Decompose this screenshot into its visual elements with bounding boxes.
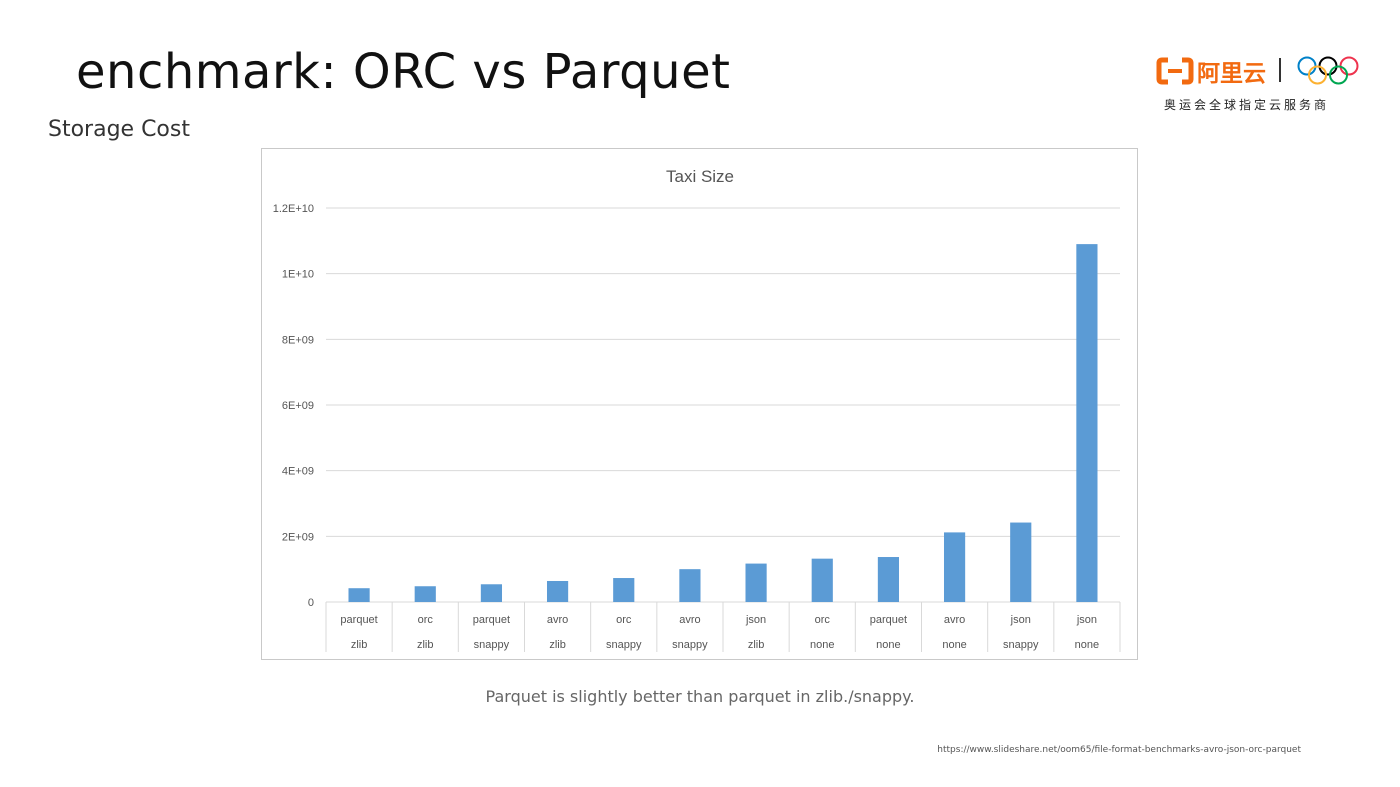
taxi-size-bar-chart: Taxi Size 0 2E+09 4E+09 6E+09 8E+09 1E+10 1.2E… xyxy=(273,167,1121,652)
bar xyxy=(811,558,833,602)
x-tick-label-compression: zlib xyxy=(351,639,368,651)
logo-tagline: 奥运会全球指定云服务商 xyxy=(1164,98,1330,112)
x-tick-label-format: parquet xyxy=(340,614,377,626)
bar xyxy=(679,569,701,602)
slide-caption: Parquet is slightly better than parquet … xyxy=(485,687,915,706)
olympic-rings-icon xyxy=(1297,56,1359,85)
x-tick-label-compression: none xyxy=(810,639,834,651)
x-tick-label-compression: snappy xyxy=(672,639,708,651)
bar xyxy=(1076,244,1098,602)
slide-title: enchmark: ORC vs Parquet xyxy=(76,44,731,100)
chart-container: Taxi Size 0 2E+09 4E+09 6E+09 8E+09 1E+10 1.2E… xyxy=(261,148,1138,660)
aliyun-mark-icon xyxy=(1156,57,1194,85)
bar xyxy=(943,532,966,602)
aliyun-brand-text: 阿里云 xyxy=(1197,61,1266,87)
x-tick-label-format: avro xyxy=(547,614,568,626)
x-tick-label-format: json xyxy=(1076,614,1097,626)
x-tick-label-format: orc xyxy=(616,614,632,626)
bar xyxy=(877,557,900,602)
bar xyxy=(348,588,370,602)
x-tick-label-compression: zlib xyxy=(417,639,434,651)
x-tick-label-format: orc xyxy=(815,614,831,626)
x-tick-label-compression: none xyxy=(876,639,900,651)
chart-title: Taxi Size xyxy=(666,167,734,186)
bar xyxy=(414,586,436,602)
x-tick-label-compression: snappy xyxy=(474,639,510,651)
bar xyxy=(480,584,503,602)
aliyun-olympic-logo: 阿里云 奥运会全球指定云服务商 xyxy=(1156,54,1361,116)
y-tick-label: 1.2E+10 xyxy=(273,203,314,215)
slide-subtitle: Storage Cost xyxy=(48,117,190,142)
x-tick-label-compression: none xyxy=(942,639,966,651)
bar xyxy=(745,563,767,602)
x-tick-label-format: json xyxy=(745,614,766,626)
x-tick-label-compression: zlib xyxy=(748,639,765,651)
x-tick-label-compression: none xyxy=(1075,639,1099,651)
x-tick-label-format: json xyxy=(1010,614,1031,626)
x-tick-label-format: avro xyxy=(944,614,965,626)
y-tick-label: 1E+10 xyxy=(282,269,314,281)
y-tick-label: 4E+09 xyxy=(282,466,314,478)
x-tick-label-format: avro xyxy=(679,614,700,626)
x-tick-label-format: parquet xyxy=(870,614,907,626)
bar xyxy=(546,580,569,602)
source-link[interactable]: https://www.slideshare.net/oom65/file-fo… xyxy=(937,745,1301,755)
x-tick-label-format: orc xyxy=(418,614,434,626)
y-tick-label: 8E+09 xyxy=(282,334,314,346)
y-tick-label: 0 xyxy=(308,597,314,609)
aliyun-brand: 阿里云 xyxy=(1156,54,1266,88)
bar xyxy=(613,578,635,602)
logo-divider xyxy=(1279,58,1281,82)
x-tick-label-compression: snappy xyxy=(606,639,642,651)
bar xyxy=(1010,522,1032,602)
x-tick-label-compression: zlib xyxy=(549,639,566,651)
x-tick-label-compression: snappy xyxy=(1003,639,1039,651)
y-tick-label: 6E+09 xyxy=(282,400,314,412)
y-tick-label: 2E+09 xyxy=(282,531,314,543)
x-tick-label-format: parquet xyxy=(473,614,510,626)
